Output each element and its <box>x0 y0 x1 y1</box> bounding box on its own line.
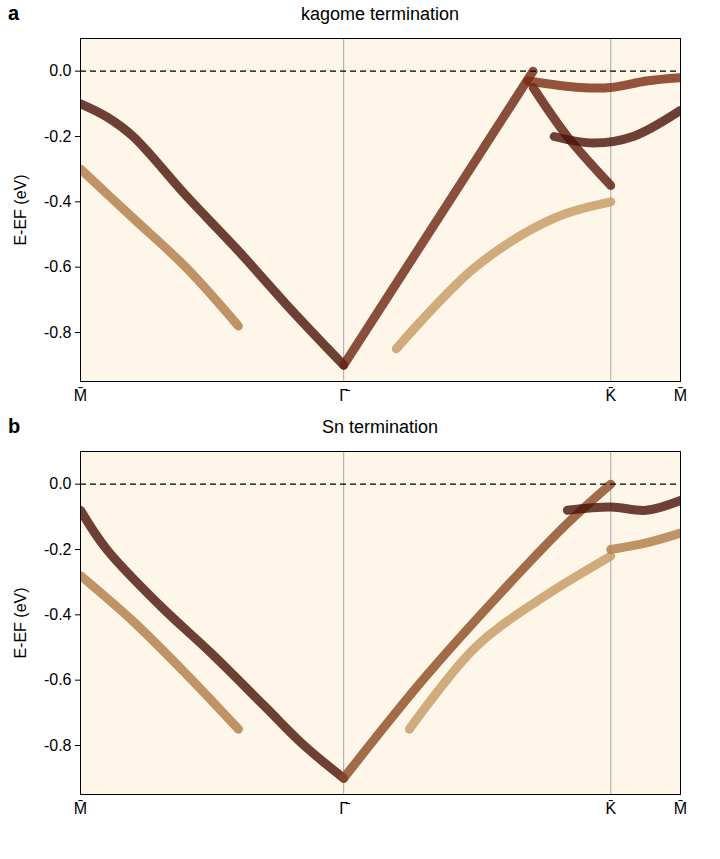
html-text:kagome termination: kagome termination <box>301 4 459 24</box>
svg-text:K̄: K̄ <box>605 800 616 817</box>
html-text:a: a <box>8 2 20 24</box>
svg-text:-0.4: -0.4 <box>44 193 72 210</box>
svg-text:0.0: 0.0 <box>49 62 71 79</box>
svg-text:-0.4: -0.4 <box>44 606 72 623</box>
svg-text:-0.6: -0.6 <box>44 258 72 275</box>
svg-text:Γ̄: Γ̄ <box>339 800 351 817</box>
svg-text:M̄: M̄ <box>74 800 87 817</box>
svg-text:0.0: 0.0 <box>49 475 71 492</box>
svg-text:-0.6: -0.6 <box>44 671 72 688</box>
svg-text:-0.8: -0.8 <box>44 324 72 341</box>
svg-text:-0.2: -0.2 <box>44 128 72 145</box>
svg-text:M̄: M̄ <box>74 387 87 404</box>
svg-text:M̄: M̄ <box>674 800 687 817</box>
svg-text:Γ̄: Γ̄ <box>339 387 351 404</box>
svg-text:-0.8: -0.8 <box>44 737 72 754</box>
svg-text:-0.2: -0.2 <box>44 541 72 558</box>
svg-text:E-EF (eV): E-EF (eV) <box>12 587 29 658</box>
svg-text:K̄: K̄ <box>605 387 616 404</box>
html-text:Sn termination: Sn termination <box>322 417 438 437</box>
svg-text:M̄: M̄ <box>674 387 687 404</box>
svg-text:E-EF (eV): E-EF (eV) <box>12 174 29 245</box>
html-text:b: b <box>8 415 21 437</box>
